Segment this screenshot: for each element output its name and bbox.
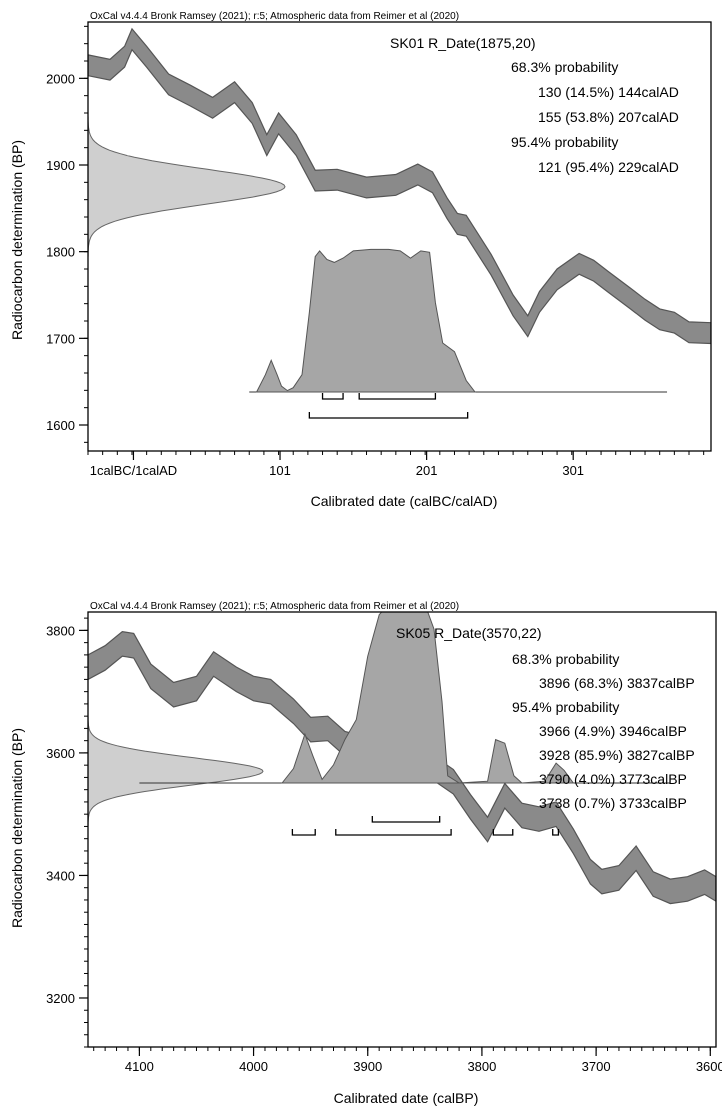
- x-tick-label: 3600: [696, 1059, 722, 1074]
- range-text: 130 (14.5%) 144calAD: [538, 84, 679, 100]
- range-text: 3790 (4.0%) 3773calBP: [539, 771, 687, 787]
- y-tick-label: 1800: [46, 245, 75, 260]
- probability-heading: 95.4% probability: [511, 134, 618, 150]
- x-tick-label: 201: [416, 463, 438, 478]
- calibrated-date-distribution: [281, 612, 575, 784]
- y-tick-label: 3200: [46, 991, 75, 1006]
- probability-heading: 95.4% probability: [512, 699, 619, 715]
- y-axis-title: Radiocarbon determination (BP): [9, 728, 25, 928]
- calibration-curve-band: [88, 27, 711, 345]
- range-95-bracket: [335, 829, 452, 836]
- x-axis-title: Calibrated date (calBP): [334, 1090, 479, 1106]
- y-tick-label: 1600: [46, 418, 75, 433]
- probability-heading: 68.3% probability: [511, 59, 618, 75]
- sample-label: SK01 R_Date(1875,20): [390, 35, 536, 51]
- range-text: 3966 (4.9%) 3946calBP: [539, 723, 687, 739]
- x-tick-label: 4100: [125, 1059, 154, 1074]
- x-tick-label: 301: [562, 463, 584, 478]
- range-95-bracket: [492, 829, 514, 836]
- plot-frame: [87, 21, 712, 452]
- range-text: 3896 (68.3%) 3837calBP: [539, 675, 695, 691]
- range-68-bracket: [371, 816, 441, 823]
- range-68-bracket: [358, 393, 437, 400]
- radiocarbon-date-distribution: [88, 716, 264, 826]
- y-tick-label: 3800: [46, 623, 75, 638]
- x-tick-label: 4000: [239, 1059, 268, 1074]
- x-tick-label: 1calBC/1calAD: [90, 463, 177, 478]
- x-tick-label: 101: [269, 463, 291, 478]
- range-text: 155 (53.8%) 207calAD: [538, 109, 679, 125]
- x-tick-label: 3800: [467, 1059, 496, 1074]
- plot-area: [88, 612, 716, 905]
- plot-area: [88, 27, 711, 393]
- y-axis-title: Radiocarbon determination (BP): [9, 140, 25, 340]
- probability-heading: 68.3% probability: [512, 651, 619, 667]
- range-68-bracket: [321, 393, 344, 400]
- y-tick-label: 1900: [46, 158, 75, 173]
- y-tick-label: 1700: [46, 331, 75, 346]
- range-text: 3738 (0.7%) 3733calBP: [539, 795, 687, 811]
- x-tick-label: 3700: [582, 1059, 611, 1074]
- sample-label: SK05 R_Date(3570,22): [396, 625, 542, 641]
- y-tick-label: 3400: [46, 868, 75, 883]
- chart-header: OxCal v4.4.4 Bronk Ramsey (2021); r:5; A…: [90, 11, 459, 22]
- range-text: 121 (95.4%) 229calAD: [538, 159, 679, 175]
- range-95-bracket: [552, 829, 560, 836]
- range-text: 3928 (85.9%) 3827calBP: [539, 747, 695, 763]
- radiocarbon-date-distribution: [88, 116, 286, 257]
- calibrated-date-distribution: [255, 248, 477, 393]
- y-tick-label: 2000: [46, 71, 75, 86]
- range-95-bracket: [291, 829, 316, 836]
- y-tick-label: 3600: [46, 746, 75, 761]
- x-axis-title: Calibrated date (calBC/calAD): [311, 493, 498, 509]
- x-tick-label: 3900: [353, 1059, 382, 1074]
- range-95-bracket: [308, 412, 469, 419]
- chart-header: OxCal v4.4.4 Bronk Ramsey (2021); r:5; A…: [90, 601, 459, 612]
